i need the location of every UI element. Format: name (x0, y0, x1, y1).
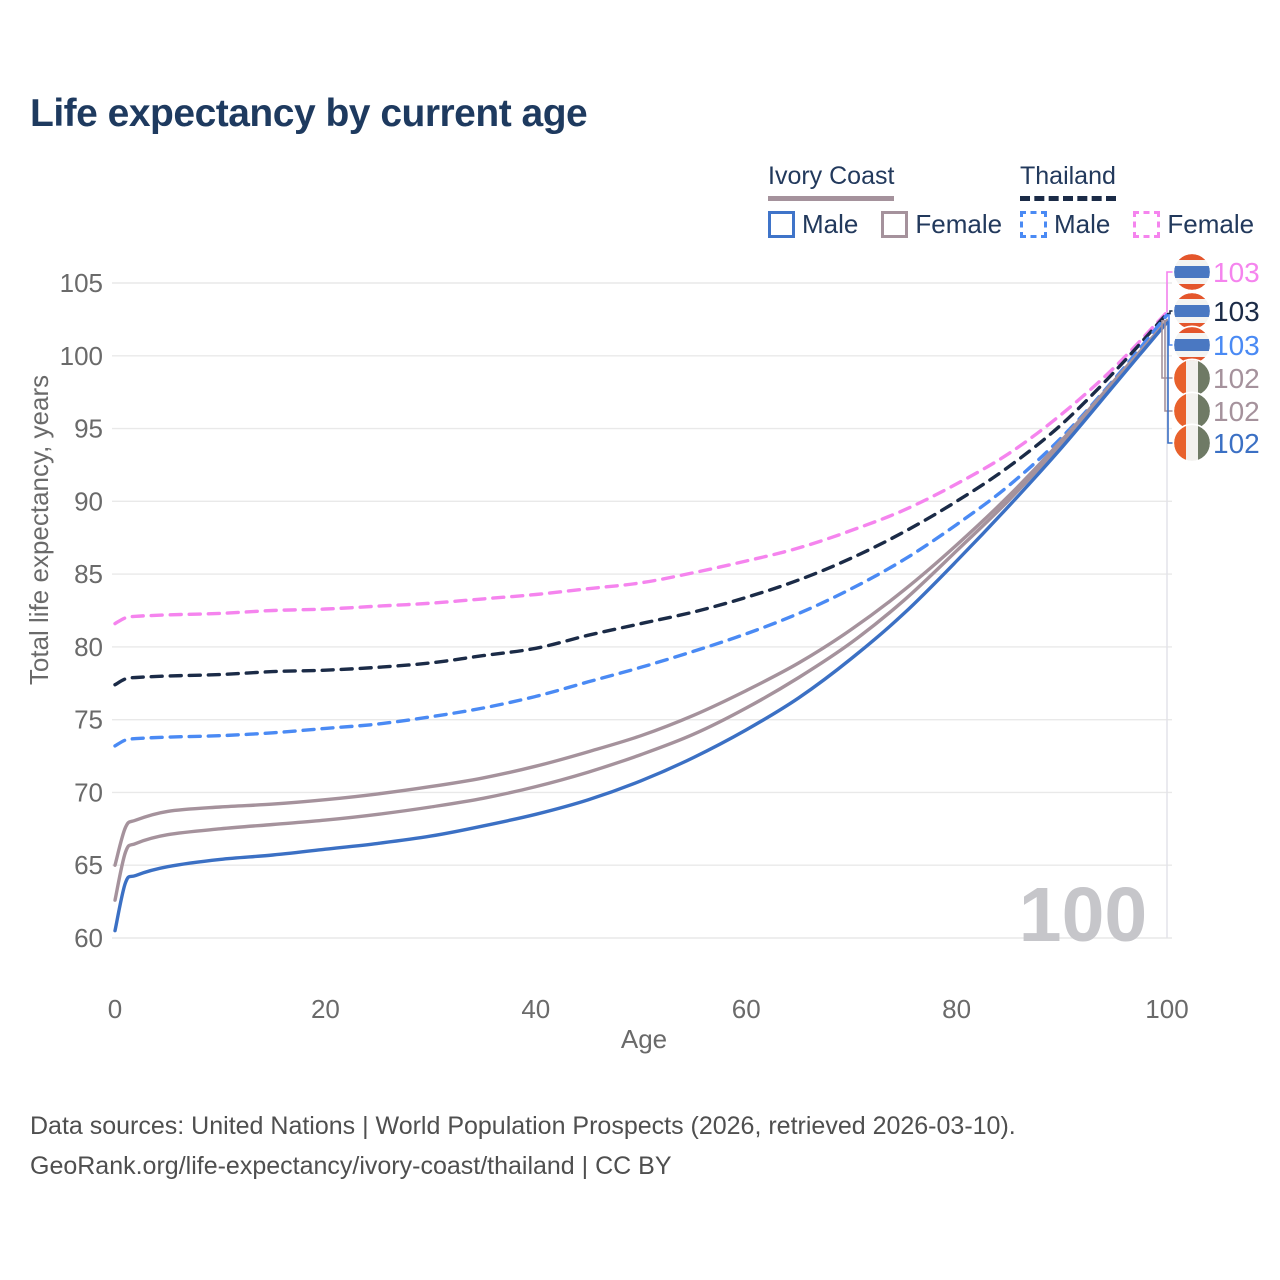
legend-row-ivory-coast: Male Female (768, 209, 1025, 240)
legend-country-thailand: Thailand (1020, 162, 1116, 201)
end-value-label: 102 (1213, 363, 1260, 394)
legend-swatch-thailand-male (1020, 211, 1047, 238)
end-value-label: 102 (1213, 428, 1260, 459)
x-tick-label: 20 (311, 994, 340, 1024)
x-axis-label: Age (621, 1024, 667, 1054)
y-tick-label: 105 (60, 268, 103, 298)
leader-line (1167, 314, 1174, 346)
page-title: Life expectancy by current age (30, 92, 588, 135)
flag-icon-ring (1172, 423, 1212, 463)
end-value-label: 102 (1213, 396, 1260, 427)
ivory-coast-flag-icon (1174, 393, 1210, 429)
thailand-flag-icon (1174, 327, 1210, 363)
series-line-ivory-coast-male (113, 320, 1169, 933)
end-value-label: 103 (1213, 330, 1260, 361)
leader-line (1167, 310, 1174, 315)
thailand-flag-icon (1174, 254, 1210, 290)
source-line-1: Data sources: United Nations | World Pop… (30, 1112, 1016, 1140)
x-tick-label: 80 (942, 994, 971, 1024)
x-tick-label: 40 (521, 994, 550, 1024)
series-line-thailand-male (113, 313, 1169, 748)
legend-group-ivory-coast: Ivory Coast Male Female (768, 162, 1025, 240)
y-tick-label: 70 (74, 777, 103, 807)
source-line-2: GeoRank.org/life-expectancy/ivory-coast/… (30, 1152, 672, 1180)
flag-icon-ring (1172, 252, 1212, 292)
y-tick-label: 90 (74, 486, 103, 516)
x-tick-label: 100 (1145, 994, 1188, 1024)
age-counter-watermark: 100 (1019, 872, 1147, 958)
series-line-thailand (113, 311, 1169, 687)
y-tick-label: 80 (74, 632, 103, 662)
legend-swatch-thailand-female (1133, 211, 1161, 238)
source-footer: Data sources: United Nations | World Pop… (30, 1106, 1016, 1186)
end-value-label: 103 (1213, 296, 1260, 327)
y-tick-label: 60 (74, 923, 103, 953)
legend-label-thailand-female: Female (1167, 209, 1255, 239)
y-tick-label: 65 (74, 850, 103, 880)
legend-label-ivory-coast-male: Male (802, 209, 859, 239)
y-tick-label: 95 (74, 414, 103, 444)
legend-swatch-ivory-coast-female (881, 211, 909, 238)
series-line-ivory-coast (113, 319, 1169, 902)
legend-group-thailand: Thailand Male Female (1020, 162, 1277, 240)
legend-country-ivory-coast: Ivory Coast (768, 162, 895, 201)
x-tick-label: 60 (732, 994, 761, 1024)
series-line-thailand-female (113, 310, 1169, 626)
end-value-label: 103 (1213, 257, 1260, 288)
x-tick-label: 0 (108, 994, 122, 1024)
legend-row-thailand: Male Female (1020, 209, 1277, 240)
series-layer (113, 310, 1169, 933)
leader-line (1164, 320, 1174, 412)
leader-line (1167, 321, 1174, 444)
thailand-flag-icon (1174, 293, 1210, 329)
leader-line (1166, 271, 1174, 313)
ivory-coast-flag-icon (1174, 360, 1210, 396)
legend-swatch-ivory-coast-male (768, 211, 795, 238)
y-tick-label: 100 (60, 341, 103, 371)
legend-label-ivory-coast-female: Female (915, 209, 1003, 239)
grid-layer: 60 65 70 75 80 85 90 95 100 105 0 20 40 60 80 100 100 (60, 268, 1189, 1024)
y-tick-label: 75 (74, 705, 103, 735)
y-axis-label: Total life expectancy, years (24, 375, 54, 685)
legend-label-thailand-male: Male (1054, 209, 1111, 239)
y-tick-label: 85 (74, 559, 103, 589)
ivory-coast-flag-icon (1174, 425, 1210, 461)
series-line-ivory-coast-female (113, 319, 1169, 867)
